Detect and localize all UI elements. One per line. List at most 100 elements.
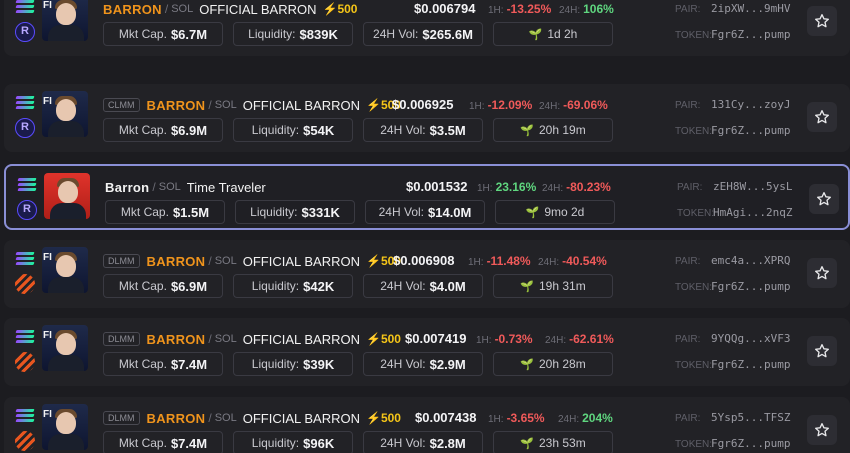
liquidity-value: $54K [303, 122, 335, 138]
chain-icons [14, 328, 36, 376]
pair-value: 5Ysp5...TFSZ [711, 411, 791, 424]
liquidity-value: $42K [303, 278, 335, 294]
pair-address[interactable]: PAIR: 131Cy...zoyJ [675, 98, 790, 111]
volume-label: 24H Vol: [380, 123, 426, 137]
boost-badge: ⚡500 [366, 332, 401, 346]
volume-box: 24H Vol: $265.6M [363, 22, 483, 46]
age-value: 23h 53m [539, 436, 586, 450]
separator: / [208, 411, 212, 425]
favorite-button[interactable] [807, 415, 837, 445]
token-title[interactable]: DLMM BARRON / SOL OFFICIAL BARRON ⚡500 [103, 409, 401, 427]
volume-value: $2.9M [429, 356, 466, 372]
change-24h-value: -80.23% [566, 180, 611, 194]
token-avatar [44, 173, 90, 219]
chain-icons [14, 94, 36, 142]
token-value: Fgr6Z...pump [711, 358, 791, 371]
sprout-icon: 🌱 [528, 28, 543, 41]
market-cap-box: Mkt Cap. $7.4M [103, 352, 223, 376]
token-address[interactable]: TOKEN:Fgr6Z...pump [675, 28, 790, 41]
volume-value: $14.0M [428, 204, 472, 220]
favorite-button[interactable] [807, 336, 837, 366]
token-title[interactable]: DLMM BARRON / SOL OFFICIAL BARRON ⚡500 [103, 252, 401, 270]
token-row[interactable]: FI CLMM BARRON / SOL OFFICIAL BARRON ⚡50… [4, 84, 850, 152]
market-cap-label: Mkt Cap. [118, 123, 167, 137]
favorite-button[interactable] [807, 258, 837, 288]
token-row[interactable]: Barron / SOL Time Traveler $0.001532 1H:… [4, 164, 850, 230]
change-1h-label: 1H: [476, 335, 492, 346]
token-address[interactable]: TOKEN:Fgr6Z...pump [675, 437, 790, 450]
chain-label: SOL [214, 412, 237, 424]
pair-address[interactable]: PAIR: emc4a...XPRQ [675, 254, 790, 267]
token-name: OFFICIAL BARRON [242, 331, 360, 347]
volume-box: 24H Vol: $2.9M [363, 352, 483, 376]
change-1h-value: -0.73% [494, 332, 533, 346]
token-address[interactable]: TOKEN:Fgr6Z...pump [675, 358, 790, 371]
change-1h: 1H: 23.16% [477, 180, 536, 194]
age-box: 🌱 19h 31m [493, 274, 613, 298]
token-avatar: FI [42, 91, 88, 137]
pair-address[interactable]: PAIR: 2ipXW...9mHV [675, 2, 790, 15]
token-title[interactable]: Barron / SOL Time Traveler [105, 178, 266, 196]
volume-box: 24H Vol: $4.0M [363, 274, 483, 298]
token-row[interactable]: FI DLMM BARRON / SOL OFFICIAL BARRON ⚡50… [4, 240, 850, 308]
token-symbol: Barron [105, 179, 150, 195]
sprout-icon: 🌱 [520, 124, 534, 137]
favorite-button[interactable] [807, 6, 837, 36]
pair-label: PAIR: [675, 4, 701, 15]
token-row[interactable]: FI DLMM BARRON / SOL OFFICIAL BARRON ⚡50… [4, 397, 850, 453]
pair-label: PAIR: [677, 182, 703, 193]
chain-label: SOL [214, 255, 237, 267]
token-symbol: BARRON [103, 1, 162, 17]
liquidity-label: Liquidity: [250, 205, 298, 219]
sprout-icon: 🌱 [525, 206, 540, 219]
pair-address[interactable]: PAIR: 9YQQg...xVF3 [675, 332, 790, 345]
pair-address[interactable]: PAIR: zEH8W...5ysL [677, 180, 792, 193]
change-24h-label: 24H: [539, 101, 561, 112]
solana-icon [15, 330, 35, 344]
liquidity-value: $331K [301, 204, 340, 220]
avatar-text: FI [43, 409, 52, 420]
change-1h-label: 1H: [477, 183, 493, 194]
change-1h-label: 1H: [469, 101, 485, 112]
raydium-icon [17, 200, 37, 220]
change-1h: 1H: -12.09% [469, 98, 532, 112]
token-title[interactable]: BARRON / SOL OFFICIAL BARRON ⚡500 [103, 0, 357, 18]
token-row[interactable]: FI BARRON / SOL OFFICIAL BARRON ⚡500 $0.… [4, 0, 850, 56]
separator: / [208, 98, 212, 112]
liquidity-box: Liquidity: $96K [233, 431, 353, 453]
liquidity-box: Liquidity: $42K [233, 274, 353, 298]
token-symbol: BARRON [146, 97, 206, 113]
age-box: 🌱 20h 28m [493, 352, 613, 376]
avatar-text: FI [43, 0, 52, 11]
lightning-icon: ⚡ [365, 98, 381, 112]
liquidity-box: Liquidity: $331K [235, 200, 355, 224]
token-title[interactable]: CLMM BARRON / SOL OFFICIAL BARRON ⚡500 [103, 96, 401, 114]
pair-address[interactable]: PAIR: 5Ysp5...TFSZ [675, 411, 790, 424]
market-cap-value: $1.5M [172, 204, 210, 220]
market-cap-value: $7.4M [170, 435, 208, 451]
token-label: TOKEN: [675, 282, 713, 293]
age-box: 🌱 23h 53m [493, 431, 613, 453]
lightning-icon: ⚡ [365, 254, 381, 268]
pair-value: 2ipXW...9mHV [711, 2, 791, 15]
change-1h: 1H: -13.25% [488, 2, 551, 16]
token-address[interactable]: TOKEN:Fgr6Z...pump [675, 124, 790, 137]
change-24h-value: -62.61% [569, 332, 614, 346]
token-address[interactable]: TOKEN:Fgr6Z...pump [675, 280, 790, 293]
token-row[interactable]: FI DLMM BARRON / SOL OFFICIAL BARRON ⚡50… [4, 318, 850, 386]
token-price: $0.006925 [392, 97, 454, 112]
token-value: Fgr6Z...pump [711, 280, 791, 293]
boost-value: 500 [337, 2, 358, 16]
favorite-button[interactable] [807, 102, 837, 132]
chain-label: SOL [214, 99, 237, 111]
boost-badge: ⚡500 [366, 254, 401, 268]
lightning-icon: ⚡ [322, 2, 338, 16]
favorite-button[interactable] [809, 184, 839, 214]
pair-value: 9YQQg...xVF3 [711, 332, 791, 345]
token-address[interactable]: TOKEN:HmAgi...2nqZ [677, 206, 792, 219]
liquidity-label: Liquidity: [251, 279, 300, 293]
token-avatar: FI [42, 404, 88, 450]
separator: / [208, 254, 212, 268]
token-label: TOKEN: [677, 208, 715, 219]
token-title[interactable]: DLMM BARRON / SOL OFFICIAL BARRON ⚡500 [103, 330, 401, 348]
